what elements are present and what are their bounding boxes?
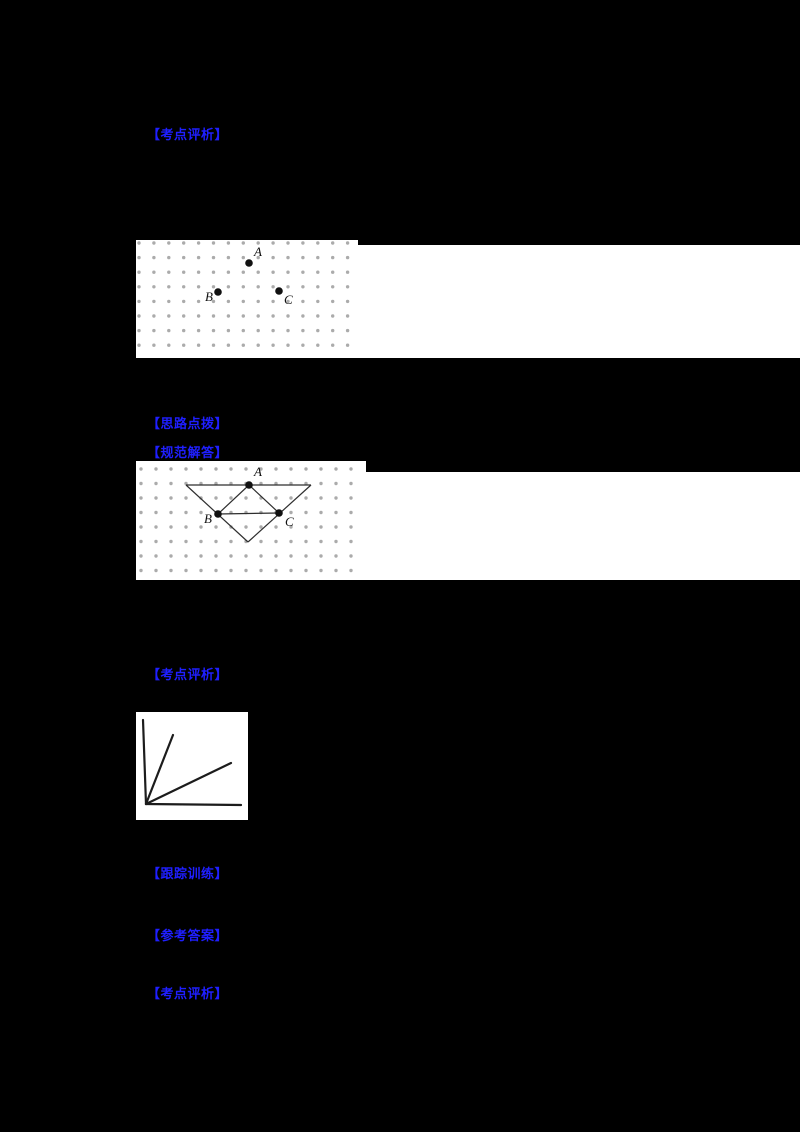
point-A [245,481,253,489]
figure-band-extension-2 [366,472,800,580]
point-C [275,287,283,295]
point-label-A: A [253,464,262,479]
section-heading-6: 【参考答案】 [147,928,229,943]
point-B [214,510,222,518]
section-heading-1: 【考点评析】 [147,127,229,142]
section-heading-2: 【思路点拨】 [147,416,229,431]
section-heading-4: 【考点评析】 [147,667,229,682]
dot-grid-figure-triangles: A B C [136,461,366,580]
point-A [245,259,253,267]
section-heading-5: 【跟踪训练】 [147,866,229,881]
dot-grid-figure-plain: A B C [136,240,358,358]
point-B [214,288,222,296]
figure-band-extension-1 [358,245,800,358]
section-heading-3: 【规范解答】 [147,445,229,460]
point-C [275,509,283,517]
point-label-B: B [205,289,213,304]
angle-rays-figure [136,712,248,820]
section-heading-7: 【考点评析】 [147,986,229,1001]
point-label-C: C [284,292,293,307]
point-label-C: C [285,514,294,529]
point-label-A: A [253,244,262,259]
point-label-B: B [204,511,212,526]
